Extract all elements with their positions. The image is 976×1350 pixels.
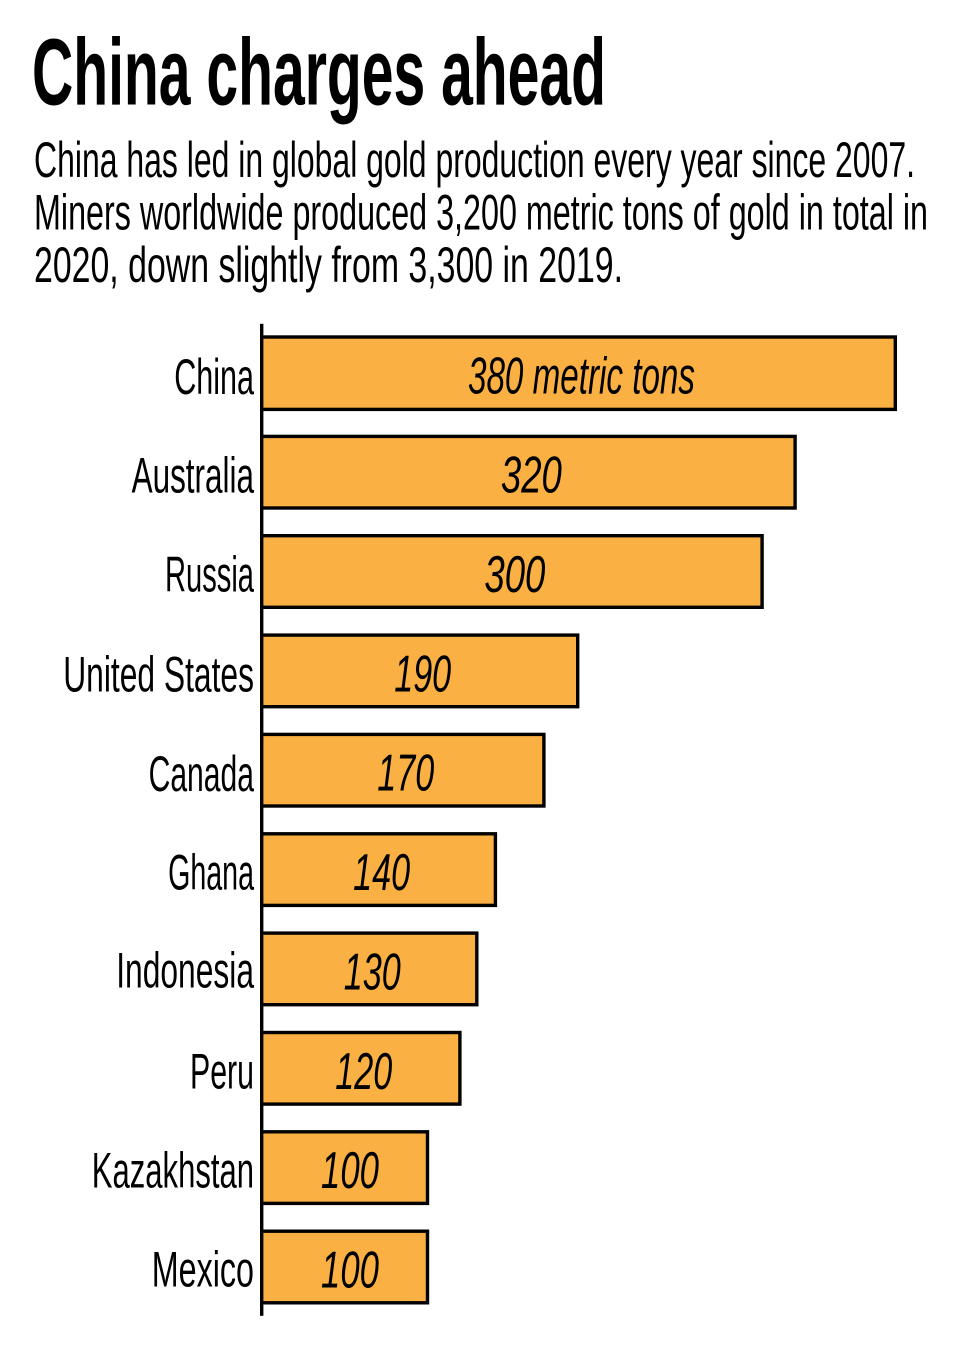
svg-text:100: 100 [321,1241,379,1299]
svg-text:Kazakhstan: Kazakhstan [92,1143,254,1199]
svg-text:Mexico: Mexico [152,1242,254,1298]
svg-text:100: 100 [321,1141,379,1199]
svg-text:380 metric tons: 380 metric tons [468,346,695,404]
svg-text:300: 300 [484,545,545,603]
svg-text:320: 320 [501,446,562,504]
svg-text:China has led in global gold p: China has led in global gold production … [34,131,915,188]
svg-text:170: 170 [377,744,434,802]
svg-text:120: 120 [335,1042,392,1100]
svg-text:Indonesia: Indonesia [116,943,254,999]
svg-text:Australia: Australia [132,448,255,504]
svg-text:China charges ahead: China charges ahead [32,20,606,126]
svg-text:United States: United States [63,646,254,702]
svg-text:Canada: Canada [149,746,255,802]
svg-text:Ghana: Ghana [168,844,254,900]
svg-text:2020, down slightly from 3,300: 2020, down slightly from 3,300 in 2019. [34,236,623,293]
svg-text:130: 130 [344,942,401,1000]
svg-text:Peru: Peru [190,1044,254,1100]
svg-text:Miners worldwide produced 3,20: Miners worldwide produced 3,200 metric t… [34,184,928,241]
svg-text:Russia: Russia [165,547,254,603]
svg-text:China: China [174,349,254,405]
svg-text:190: 190 [394,644,451,702]
svg-text:140: 140 [353,843,410,901]
